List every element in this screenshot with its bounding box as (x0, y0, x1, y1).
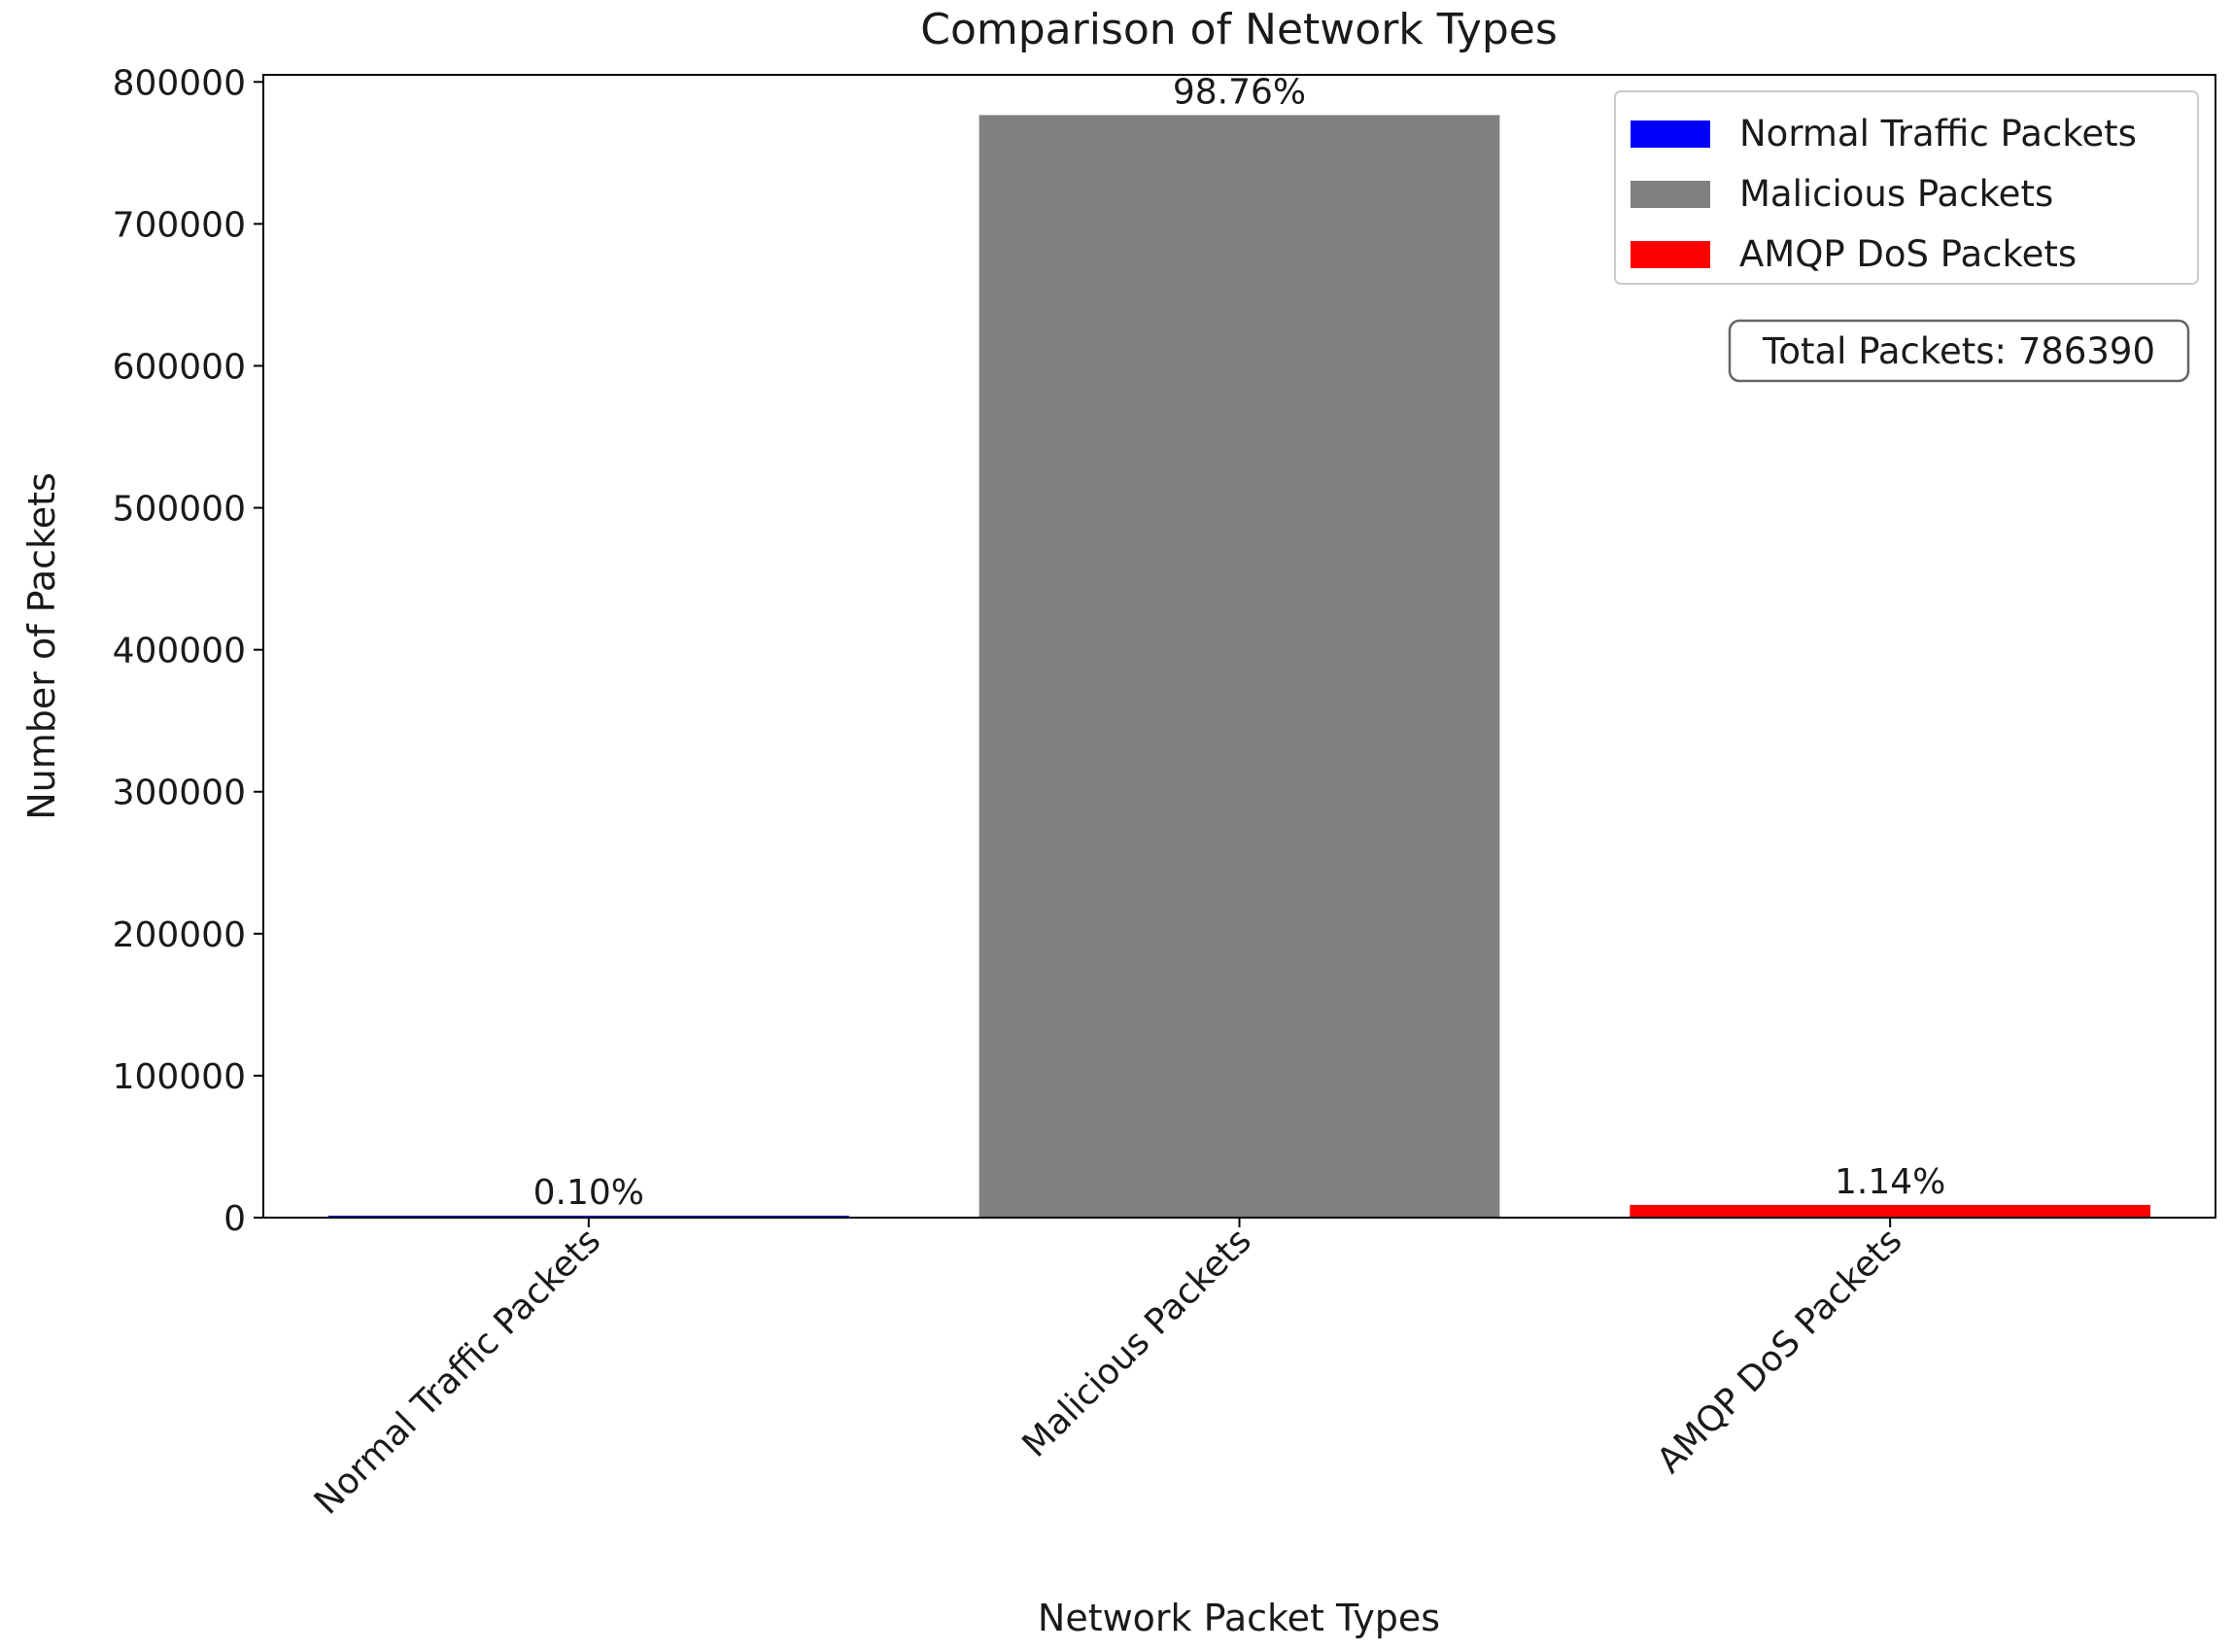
legend-label: Normal Traffic Packets (1739, 113, 2137, 155)
plot-area: 0.10% Normal Traffic Packets 98.76% Malicio… (113, 63, 2216, 1523)
total-annotation-box (1728, 319, 2190, 383)
y-tick-label: 700000 (113, 205, 246, 245)
legend-label: Malicious Packets (1739, 173, 2053, 215)
legend-box (1614, 90, 2199, 285)
plot-frame (262, 74, 2216, 1219)
x-tick-label: AMQP DoS Packets (1650, 1221, 1910, 1481)
y-tick-label: 600000 (113, 347, 246, 387)
chart-title: Comparison of Network Types (920, 5, 1558, 54)
y-tick-label: 200000 (113, 915, 246, 955)
y-tick-label: 300000 (113, 774, 246, 813)
y-tick-label: 0 (223, 1199, 246, 1239)
legend-label: AMQP DoS Packets (1739, 233, 2077, 275)
legend-swatch (1631, 181, 1710, 208)
x-tick-label: Normal Traffic Packets (307, 1221, 608, 1522)
legend-swatch (1631, 241, 1710, 268)
y-tick-label: 400000 (113, 632, 246, 671)
bar-value-label: 0.10% (533, 1173, 644, 1213)
bar-3 (1630, 1204, 2151, 1218)
y-axis-label: Number of Packets (20, 472, 63, 820)
y-tick-label: 100000 (113, 1057, 246, 1097)
y-tick-label: 500000 (113, 490, 246, 530)
x-axis-label: Network Packet Types (1038, 1597, 1440, 1639)
legend-swatch (1631, 120, 1710, 148)
bar-value-label: 1.14% (1835, 1162, 1945, 1202)
bar-value-label: 98.76% (1173, 72, 1306, 112)
x-tick-label: Malicious Packets (1014, 1221, 1258, 1464)
bar-2 (979, 115, 1500, 1218)
total-annotation: Total Packets: 786390 (1762, 330, 2155, 372)
y-tick-label: 800000 (113, 63, 246, 103)
